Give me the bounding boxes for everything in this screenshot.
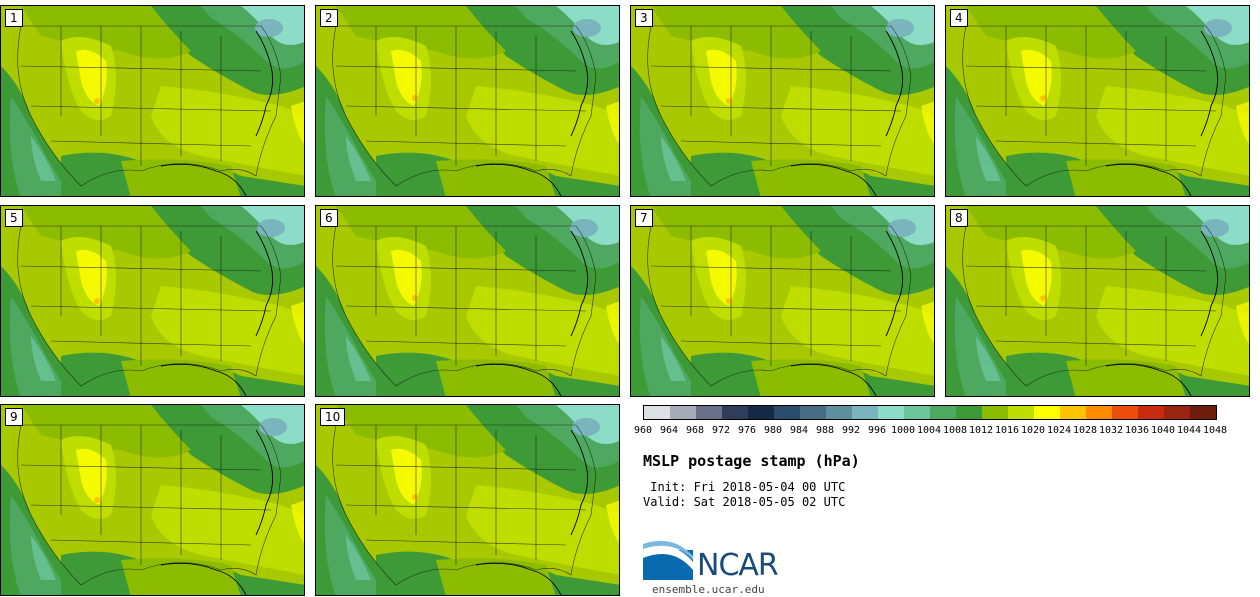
init-time: Init: Fri 2018-05-04 00 UTC xyxy=(643,480,846,494)
colorbar-swatch xyxy=(1008,406,1034,419)
ensemble-member-panel: 7 xyxy=(630,205,935,397)
colorbar-swatch xyxy=(930,406,956,419)
colorbar-swatch xyxy=(1164,406,1190,419)
colorbar-swatch xyxy=(1190,406,1216,419)
colorbar-swatch xyxy=(644,406,670,419)
colorbar-swatch xyxy=(852,406,878,419)
colorbar-swatch xyxy=(878,406,904,419)
colorbar-swatch xyxy=(696,406,722,419)
colorbar-tick: 1016 xyxy=(994,425,1020,436)
colorbar-tick: 988 xyxy=(815,425,835,436)
colorbar-tick: 1008 xyxy=(942,425,968,436)
colorbar-swatch xyxy=(800,406,826,419)
colorbar-tick-labels: 960 964 968 972 976 980 984 988 992 996 1000 1004 10… xyxy=(634,425,1253,439)
member-number-label: 10 xyxy=(320,408,346,426)
member-number-label: 5 xyxy=(5,209,23,227)
ensemble-member-panel: 6 xyxy=(315,205,620,397)
ensemble-member-panel: 1 xyxy=(0,5,305,197)
colorbar-tick: 1020 xyxy=(1020,425,1046,436)
ensemble-member-panel: 4 xyxy=(945,5,1250,197)
colorbar-swatch xyxy=(774,406,800,419)
colorbar-tick: 996 xyxy=(867,425,887,436)
member-number-label: 7 xyxy=(635,209,653,227)
colorbar-swatch xyxy=(1034,406,1060,419)
colorbar-tick: 1048 xyxy=(1202,425,1228,436)
ncar-logo-icon xyxy=(643,540,693,580)
colorbar-tick: 976 xyxy=(737,425,757,436)
colorbar-tick: 1032 xyxy=(1098,425,1124,436)
ensemble-member-panel: 5 xyxy=(0,205,305,397)
colorbar-tick: 964 xyxy=(659,425,679,436)
colorbar-swatch xyxy=(982,406,1008,419)
colorbar-tick: 984 xyxy=(789,425,809,436)
colorbar-swatch xyxy=(1060,406,1086,419)
ensemble-member-panel: 10 xyxy=(315,404,620,596)
chart-title: MSLP postage stamp (hPa) xyxy=(643,452,860,470)
colorbar-tick: 1036 xyxy=(1124,425,1150,436)
valid-time: Valid: Sat 2018-05-05 02 UTC xyxy=(643,495,846,509)
colorbar-tick: 1004 xyxy=(916,425,942,436)
ensemble-member-panel: 3 xyxy=(630,5,935,197)
colorbar-swatch xyxy=(904,406,930,419)
ncar-logo-text: NCAR xyxy=(697,548,779,583)
ensemble-member-panel: 8 xyxy=(945,205,1250,397)
colorbar-tick: 1024 xyxy=(1046,425,1072,436)
member-number-label: 4 xyxy=(950,9,968,27)
member-number-label: 1 xyxy=(5,9,23,27)
member-number-label: 2 xyxy=(320,9,338,27)
colorbar-tick: 968 xyxy=(685,425,705,436)
member-number-label: 6 xyxy=(320,209,338,227)
colorbar-swatch xyxy=(748,406,774,419)
colorbar-swatch xyxy=(1138,406,1164,419)
colorbar-swatch xyxy=(1086,406,1112,419)
colorbar-swatch xyxy=(670,406,696,419)
mslp-colorbar xyxy=(643,405,1217,420)
colorbar-tick: 972 xyxy=(711,425,731,436)
colorbar-tick: 1000 xyxy=(890,425,916,436)
colorbar-tick: 1040 xyxy=(1150,425,1176,436)
colorbar-swatch xyxy=(826,406,852,419)
colorbar-swatch xyxy=(1112,406,1138,419)
ncar-url: ensemble.ucar.edu xyxy=(652,583,765,596)
member-number-label: 8 xyxy=(950,209,968,227)
colorbar-tick: 1044 xyxy=(1176,425,1202,436)
colorbar-tick: 1012 xyxy=(968,425,994,436)
colorbar-tick: 992 xyxy=(841,425,861,436)
colorbar-tick: 980 xyxy=(763,425,783,436)
colorbar-tick: 960 xyxy=(633,425,653,436)
colorbar-swatch xyxy=(722,406,748,419)
ensemble-member-panel: 2 xyxy=(315,5,620,197)
ensemble-member-panel: 9 xyxy=(0,404,305,596)
colorbar-tick: 1028 xyxy=(1072,425,1098,436)
member-number-label: 9 xyxy=(5,408,23,426)
member-number-label: 3 xyxy=(635,9,653,27)
colorbar-swatch xyxy=(956,406,982,419)
